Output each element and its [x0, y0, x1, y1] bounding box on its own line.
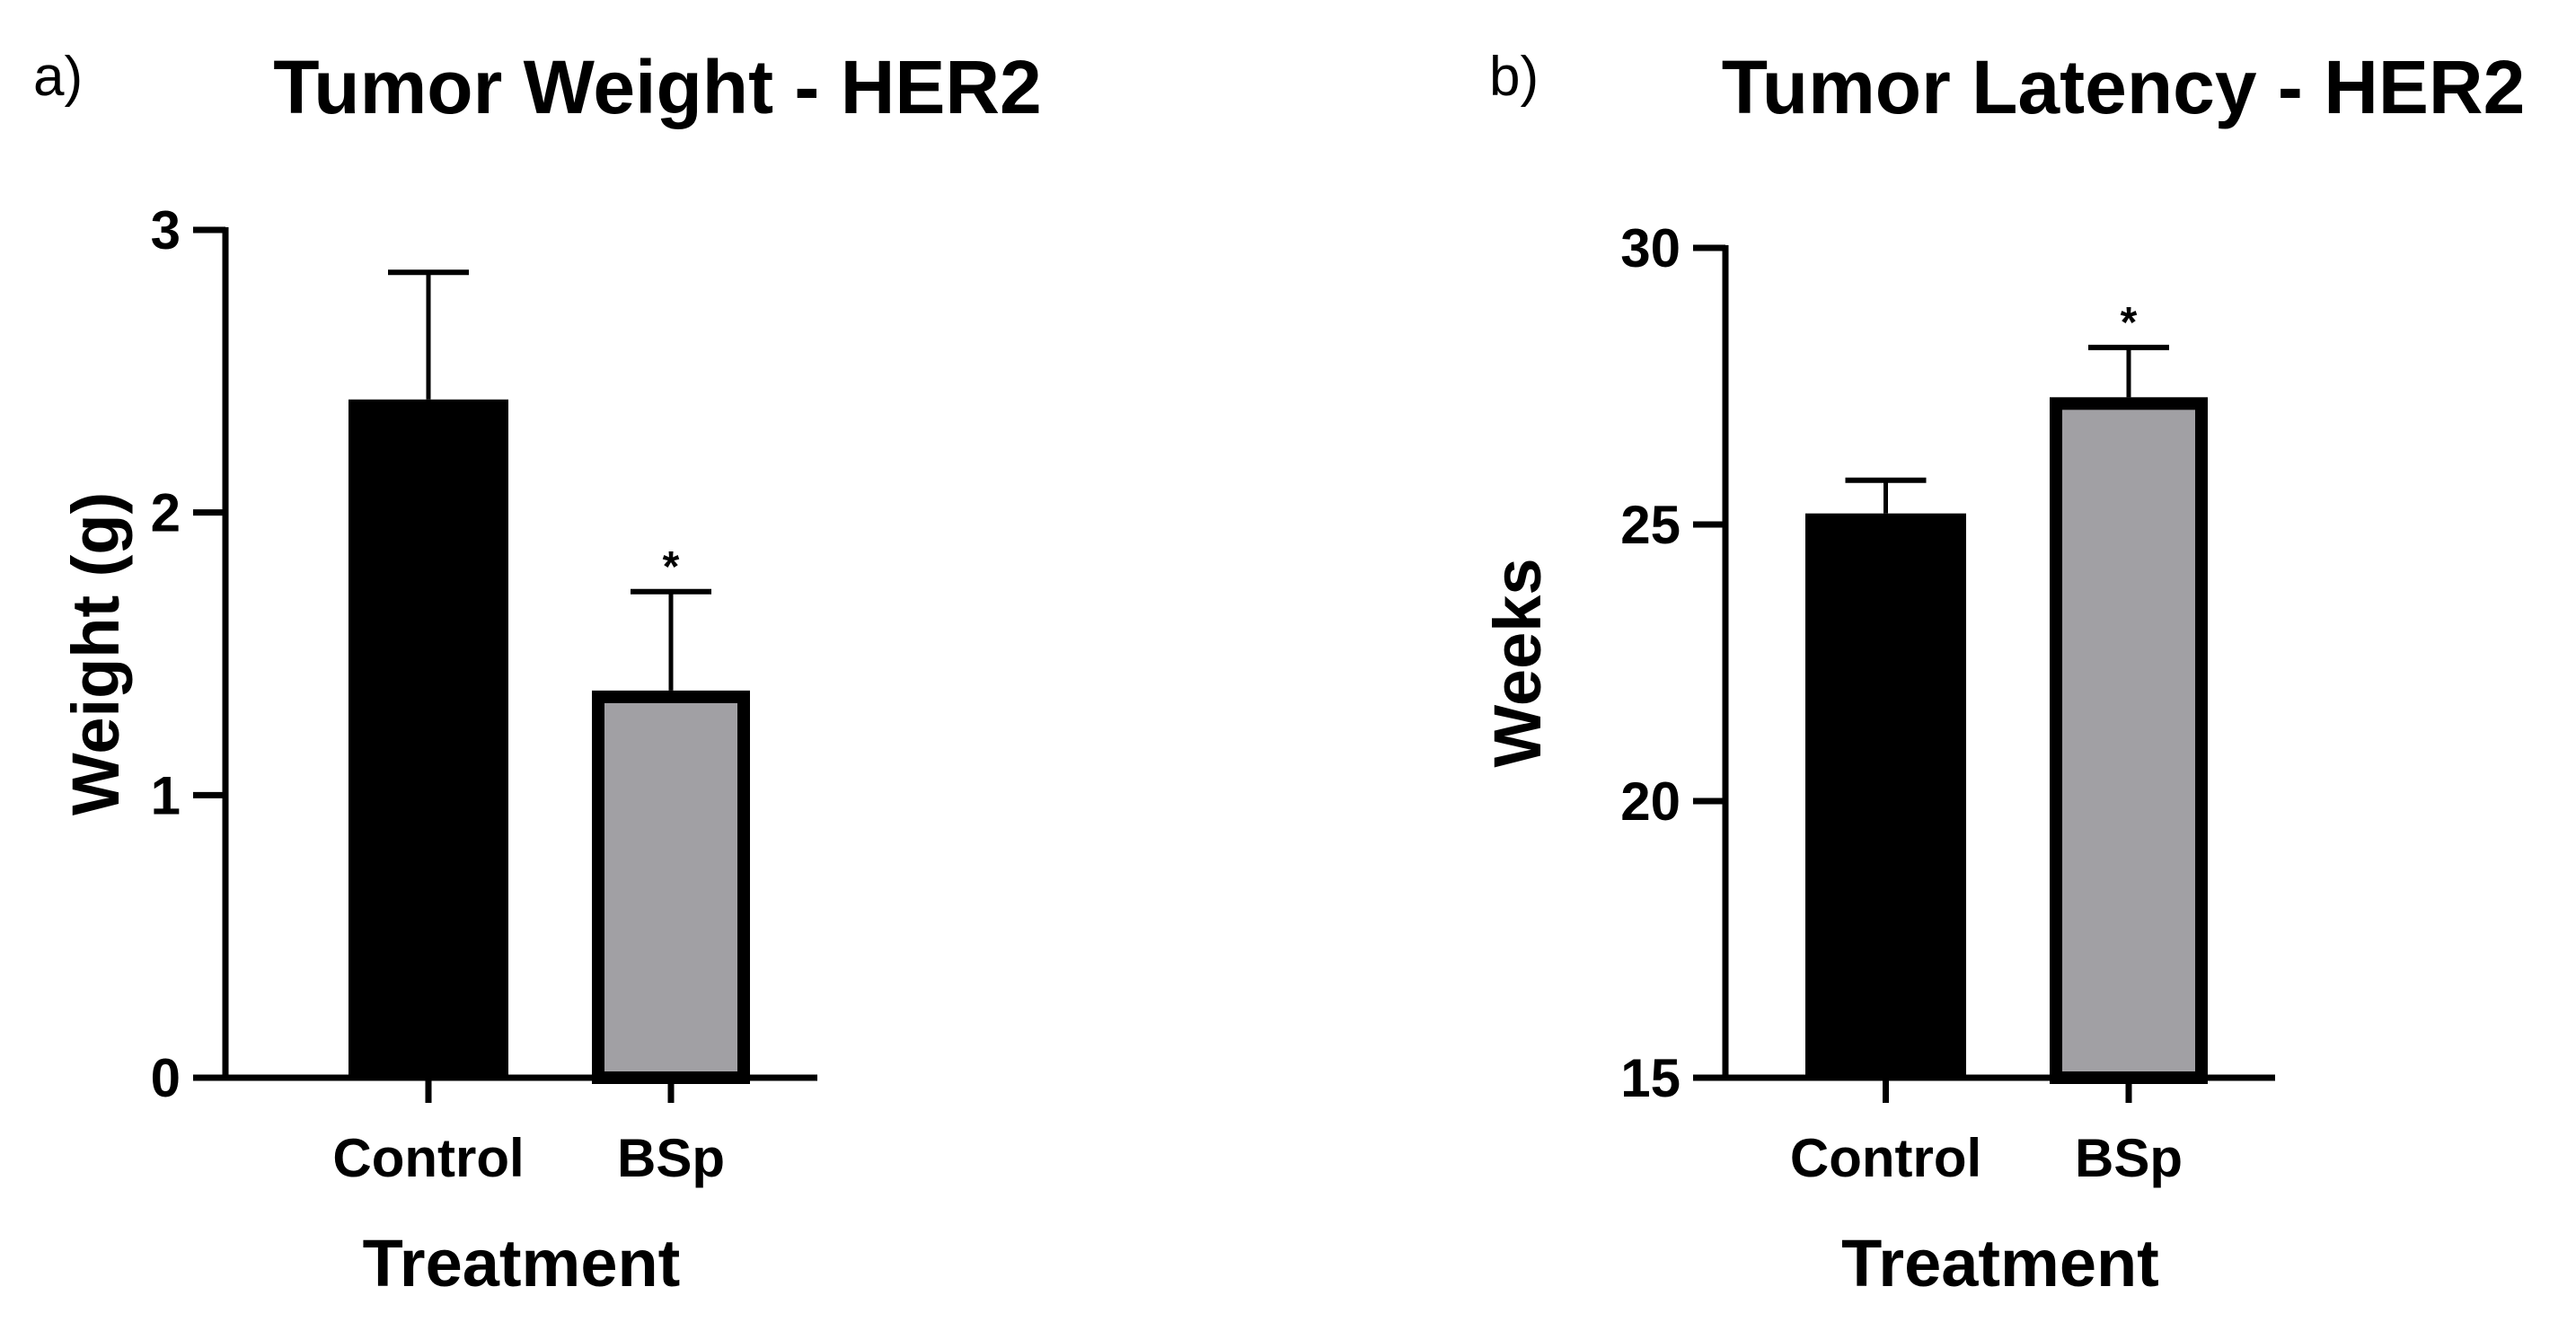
panel-label: a)	[33, 46, 83, 108]
y-tick-label: 3	[151, 200, 181, 260]
y-tick-label: 1	[151, 765, 181, 825]
x-tick-label: Control	[332, 1128, 524, 1188]
y-tick-label: 15	[1620, 1048, 1681, 1108]
x-tick-label: BSp	[2075, 1128, 2183, 1188]
y-tick-label: 30	[1620, 218, 1681, 278]
bar-bsp	[592, 690, 750, 1084]
x-axis-title: Treatment	[363, 1226, 681, 1300]
y-axis-title: Weight (g)	[58, 492, 133, 815]
chart-title: Tumor Latency - HER2	[1722, 45, 2526, 129]
significance-marker: *	[663, 543, 680, 591]
bar-control	[348, 399, 508, 1078]
y-tick-label: 2	[151, 483, 181, 543]
y-tick-label: 20	[1620, 771, 1681, 832]
significance-marker: *	[2121, 299, 2138, 347]
x-tick-label: Control	[1790, 1128, 1981, 1188]
x-axis-title: Treatment	[1841, 1226, 2159, 1300]
bar-control	[1805, 513, 1966, 1078]
chart-title: Tumor Weight - HER2	[273, 45, 1042, 129]
y-tick-label: 0	[151, 1048, 181, 1108]
bar-bsp	[2050, 397, 2208, 1084]
y-axis-title: Weeks	[1480, 558, 1555, 767]
x-tick-label: BSp	[617, 1128, 725, 1188]
panel-label: b)	[1489, 46, 1539, 108]
y-tick-label: 25	[1620, 495, 1681, 555]
